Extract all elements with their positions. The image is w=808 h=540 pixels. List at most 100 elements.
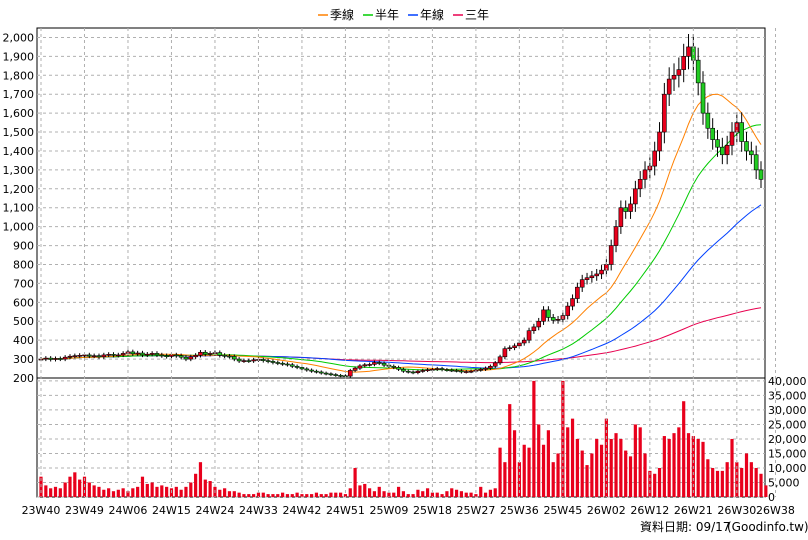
volume-bar [474,494,478,497]
x-tick-label: 24W42 [283,504,322,517]
volume-bar [648,470,652,497]
candle-body [62,356,68,360]
volume-bar [310,494,314,497]
volume-bar [619,438,623,497]
volume-bar [281,492,285,497]
volume-tick-label: 40,000 [768,375,807,388]
volume-bar [493,488,497,497]
volume-bar [715,470,720,497]
candle-body [662,93,667,133]
candle-body [526,330,532,341]
candle-body [608,245,614,265]
candle-body [652,150,657,167]
candle-body [686,46,691,57]
x-tick-label: 24W15 [152,504,191,517]
volume-bar [759,473,763,497]
x-tick-label: 26W12 [630,504,669,517]
candle-body [488,365,493,369]
volume-bar [730,438,734,497]
legend-label: 年線 [420,7,444,22]
volume-bar [541,444,546,497]
candle-body [164,355,169,357]
candle-body [541,309,546,322]
price-tick-label: 1,200 [3,183,35,196]
x-tick-label: 25W45 [543,504,582,517]
volume-bar [667,438,671,497]
candle-body [700,82,706,114]
candle-body [729,131,735,146]
volume-bar [609,438,613,497]
volume-bar [633,424,637,497]
x-tick-label: 25W18 [413,504,452,517]
candle-body [753,154,759,171]
volume-bar [63,482,67,497]
candle-body [280,362,285,365]
volume-bar [237,492,241,497]
volume-bar [102,489,106,497]
volume-bar [551,462,555,497]
candle-body [260,359,266,361]
candle-body [159,354,165,357]
volume-bar [590,453,594,497]
volume-bar [266,494,270,497]
candle-body [318,371,324,374]
volume-bar [580,450,584,497]
volume-bar [657,467,662,497]
candle-body [333,374,339,376]
ma-line-0 [40,93,762,373]
volume-bar [744,453,749,497]
volume-bar [754,467,758,497]
candle-body [275,362,281,364]
volume-bar [401,491,406,497]
candle-body [174,354,179,357]
volume-bar [252,494,256,497]
candle-body [749,150,754,156]
volume-bar [396,486,401,497]
candle-body [468,370,474,373]
volume-bar [116,489,120,497]
volume-bar [740,467,744,497]
candle-body [613,226,619,246]
volume-bar [367,488,372,497]
candle-body [82,354,87,357]
x-tick-label: 25W09 [369,504,408,517]
volume-bar [512,430,517,497]
candle-body [236,358,242,362]
candle-body [202,351,208,355]
price-tick-label: 1,400 [3,145,35,158]
candle-body [222,354,227,357]
candle-body [323,372,329,375]
volume-bar [749,462,753,497]
volume-bar [595,438,599,497]
candle-body [130,351,136,355]
volume-bar [614,433,618,497]
candle-body [531,326,537,332]
volume-bar [338,492,343,497]
volume-bar [121,488,125,497]
candle-body [444,369,450,371]
volume-bar [392,492,396,497]
candle-body [410,371,416,374]
candle-body [517,342,522,347]
volume-bar [537,424,541,497]
volume-bar [445,491,449,497]
candle-body [483,367,488,370]
candle-body [294,365,300,368]
candle-body [637,179,643,190]
candle-body [425,369,430,371]
candle-body [599,269,604,275]
x-tick-label: 26W21 [674,504,713,517]
candle-body [328,373,334,376]
candle-body [633,188,638,205]
volume-bar [662,436,666,497]
volume-bar [285,494,290,497]
price-tick-label: 200 [13,372,34,385]
volume-bar [290,494,294,497]
volume-bar [682,401,686,497]
candle-body [227,355,232,358]
candle-body [154,353,160,356]
candle-body [536,320,542,328]
candle-body [72,355,78,357]
candle-body [67,355,73,358]
candle-body [507,347,513,350]
